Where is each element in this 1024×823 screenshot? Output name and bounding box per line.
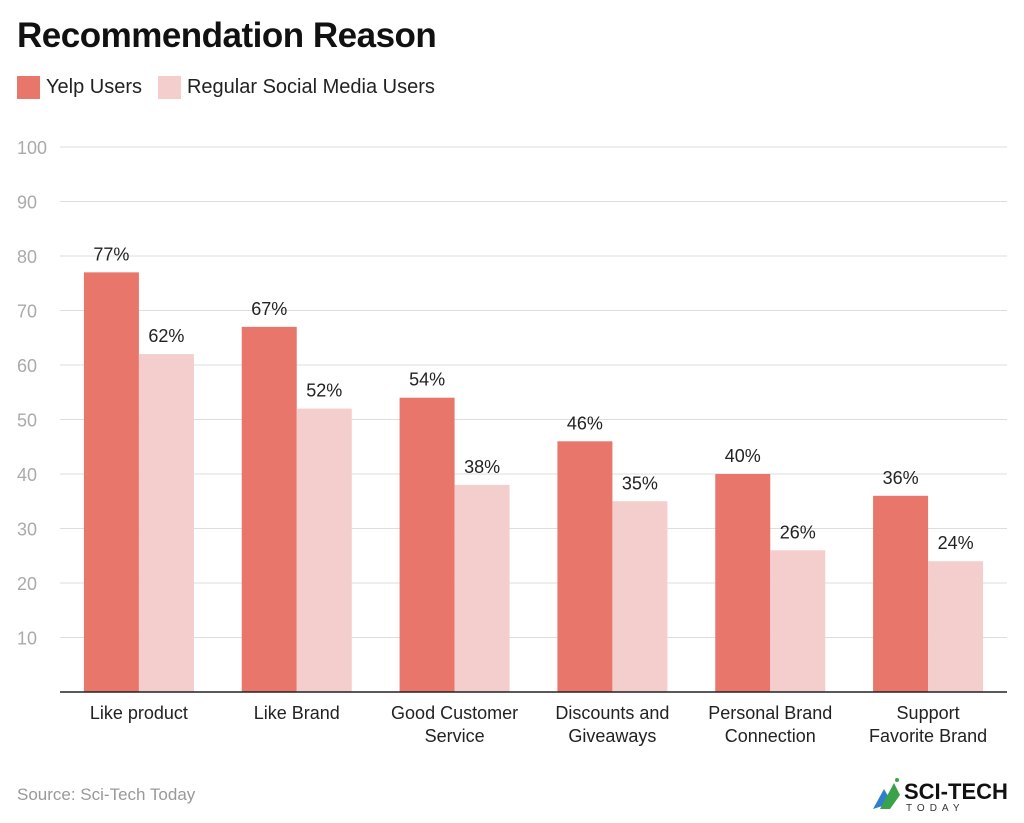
legend-item-social: Regular Social Media Users xyxy=(157,76,435,99)
legend: Yelp Users Regular Social Media Users xyxy=(17,76,451,99)
y-tick-label: 40 xyxy=(17,465,37,485)
bar-social xyxy=(138,354,194,692)
data-label: 62% xyxy=(148,326,184,346)
legend-swatch-yelp xyxy=(17,76,40,99)
data-label: 52% xyxy=(306,381,342,401)
data-label: 38% xyxy=(464,457,500,477)
data-label: 46% xyxy=(567,413,603,433)
y-tick-label: 100 xyxy=(17,138,47,158)
svg-text:SCI-TECH: SCI-TECH xyxy=(904,779,1008,804)
x-tick-label: Like product xyxy=(90,703,188,723)
data-label: 67% xyxy=(251,299,287,319)
x-tick-label: Support xyxy=(897,703,960,723)
svg-text:TODAY: TODAY xyxy=(906,803,965,814)
bar-social xyxy=(928,561,984,692)
data-label: 36% xyxy=(883,468,919,488)
bar-social xyxy=(296,408,352,692)
data-label: 35% xyxy=(622,473,658,493)
data-label: 26% xyxy=(780,522,816,542)
x-tick-label: Good Customer xyxy=(391,703,518,723)
x-tick-label: Discounts and xyxy=(555,703,669,723)
bar-yelp xyxy=(557,441,613,692)
x-tick-label: Favorite Brand xyxy=(869,726,987,746)
y-tick-label: 30 xyxy=(17,520,37,540)
bar-yelp xyxy=(873,495,929,692)
bar-yelp xyxy=(715,474,771,692)
chart-title: Recommendation Reason xyxy=(17,16,437,55)
y-tick-label: 80 xyxy=(17,247,37,267)
data-label: 77% xyxy=(93,244,129,264)
bar-social xyxy=(770,550,826,692)
legend-label-social: Regular Social Media Users xyxy=(186,76,435,98)
bar-social xyxy=(454,484,510,692)
y-tick-label: 60 xyxy=(17,356,37,376)
bar-yelp xyxy=(83,272,139,692)
data-label: 24% xyxy=(938,533,974,553)
x-tick-label: Giveaways xyxy=(568,726,656,746)
bar-yelp xyxy=(241,326,297,692)
y-tick-label: 20 xyxy=(17,574,37,594)
y-tick-label: 10 xyxy=(17,629,37,649)
x-tick-label: Connection xyxy=(725,726,816,746)
sci-tech-logo: SCI-TECH TODAY xyxy=(873,778,1008,814)
y-tick-label: 90 xyxy=(17,193,37,213)
bar-social xyxy=(612,501,668,692)
y-tick-label: 50 xyxy=(17,411,37,431)
y-tick-label: 70 xyxy=(17,302,37,322)
source-text: Source: Sci-Tech Today xyxy=(17,785,196,804)
x-tick-label: Service xyxy=(425,726,485,746)
legend-swatch-social xyxy=(157,76,181,99)
data-label: 40% xyxy=(725,446,761,466)
x-tick-label: Personal Brand xyxy=(708,703,832,723)
legend-item-yelp: Yelp Users xyxy=(17,76,142,99)
bar-yelp xyxy=(399,397,455,692)
x-tick-label: Like Brand xyxy=(254,703,340,723)
legend-label-yelp: Yelp Users xyxy=(46,76,142,98)
data-label: 54% xyxy=(409,370,445,390)
